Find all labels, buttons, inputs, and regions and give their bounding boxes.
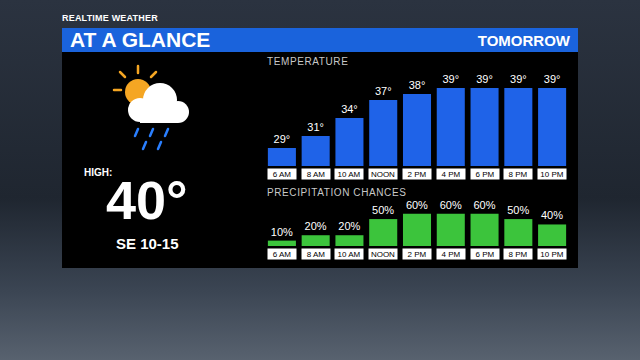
svg-text:8 PM: 8 PM [508,170,527,179]
svg-text:2 PM: 2 PM [407,170,426,179]
svg-text:29°: 29° [274,133,291,145]
svg-text:8 PM: 8 PM [508,250,527,259]
svg-text:10 PM: 10 PM [540,250,563,259]
html-text:AT A GLANCE: AT A GLANCE [70,28,211,51]
html-text:PRECIPITATION CHANCES: PRECIPITATION CHANCES [267,187,407,198]
svg-text:37°: 37° [375,85,392,97]
svg-text:NOON: NOON [371,170,395,179]
svg-text:6 PM: 6 PM [475,170,494,179]
html-text:SE 10-15: SE 10-15 [116,235,179,252]
svg-text:6 AM: 6 AM [273,250,292,259]
svg-text:50%: 50% [507,204,529,216]
svg-text:4 PM: 4 PM [441,170,460,179]
svg-text:8 AM: 8 AM [307,170,326,179]
svg-text:4 PM: 4 PM [441,250,460,259]
html-text:40°: 40° [106,170,188,230]
svg-text:39°: 39° [510,73,527,85]
svg-text:39°: 39° [442,73,459,85]
svg-text:20%: 20% [305,220,327,232]
svg-text:6 PM: 6 PM [475,250,494,259]
html-text:TEMPERATURE: TEMPERATURE [267,56,349,67]
svg-text:38°: 38° [409,79,426,91]
svg-text:8 AM: 8 AM [307,250,326,259]
svg-text:20%: 20% [338,220,360,232]
svg-text:60%: 60% [406,199,428,211]
svg-text:39°: 39° [476,73,493,85]
svg-text:6 AM: 6 AM [273,170,292,179]
html-text:HIGH:: HIGH: [84,167,113,178]
html-text:TOMORROW: TOMORROW [477,32,570,49]
svg-text:60%: 60% [473,199,495,211]
svg-text:10%: 10% [271,226,293,238]
svg-text:10 AM: 10 AM [337,170,360,179]
svg-text:40%: 40% [541,209,563,221]
html-text:REALTIME WEATHER: REALTIME WEATHER [62,13,158,23]
svg-text:50%: 50% [372,204,394,216]
svg-text:10 AM: 10 AM [337,250,360,259]
svg-text:60%: 60% [440,199,462,211]
svg-text:10 PM: 10 PM [540,170,563,179]
svg-text:31°: 31° [307,121,324,133]
svg-text:NOON: NOON [371,250,395,259]
svg-text:2 PM: 2 PM [407,250,426,259]
svg-text:34°: 34° [341,103,358,115]
svg-text:39°: 39° [544,73,561,85]
